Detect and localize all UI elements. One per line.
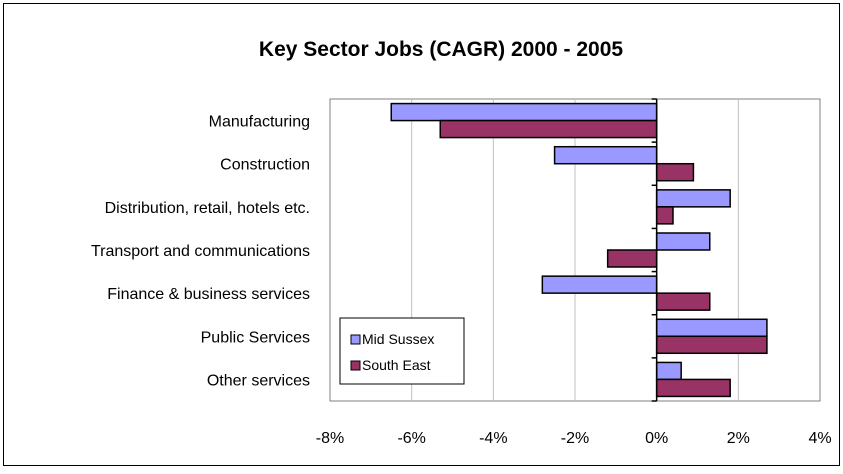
bar bbox=[553, 145, 658, 165]
category-label: Distribution, retail, hotels etc. bbox=[105, 200, 310, 217]
category-label: Manufacturing bbox=[209, 114, 310, 131]
x-tick-label: 4% bbox=[808, 430, 831, 447]
bar bbox=[390, 102, 658, 122]
bar bbox=[439, 119, 658, 139]
chart-title: Key Sector Jobs (CAGR) 2000 - 2005 bbox=[259, 38, 623, 61]
x-tick-label: -2% bbox=[561, 430, 589, 447]
bar bbox=[541, 275, 658, 294]
bar bbox=[655, 335, 768, 355]
x-tick-label: 0% bbox=[645, 430, 668, 447]
bar bbox=[655, 361, 682, 381]
bar bbox=[655, 292, 711, 311]
legend-box bbox=[339, 317, 465, 385]
bar bbox=[606, 249, 658, 268]
legend-swatch bbox=[350, 360, 361, 371]
category-label: Other services bbox=[207, 372, 310, 389]
x-tick-label: -6% bbox=[397, 430, 425, 447]
bar bbox=[655, 189, 731, 208]
bar bbox=[655, 162, 695, 182]
category-label: Transport and communications bbox=[91, 243, 310, 260]
legend-swatch bbox=[350, 334, 361, 345]
legend-label: South East bbox=[362, 357, 431, 373]
bar bbox=[655, 232, 711, 251]
legend: Mid Sussex South East bbox=[339, 317, 465, 385]
bar bbox=[655, 378, 731, 398]
x-tick-label: -4% bbox=[479, 430, 507, 447]
category-label: Construction bbox=[220, 157, 310, 174]
x-tick-label: 2% bbox=[727, 430, 750, 447]
bar bbox=[655, 318, 768, 338]
bar bbox=[655, 206, 674, 225]
category-label: Public Services bbox=[201, 329, 310, 346]
x-tick-label: -8% bbox=[316, 430, 344, 447]
category-label: Finance & business services bbox=[107, 286, 310, 303]
legend-label: Mid Sussex bbox=[362, 331, 434, 347]
